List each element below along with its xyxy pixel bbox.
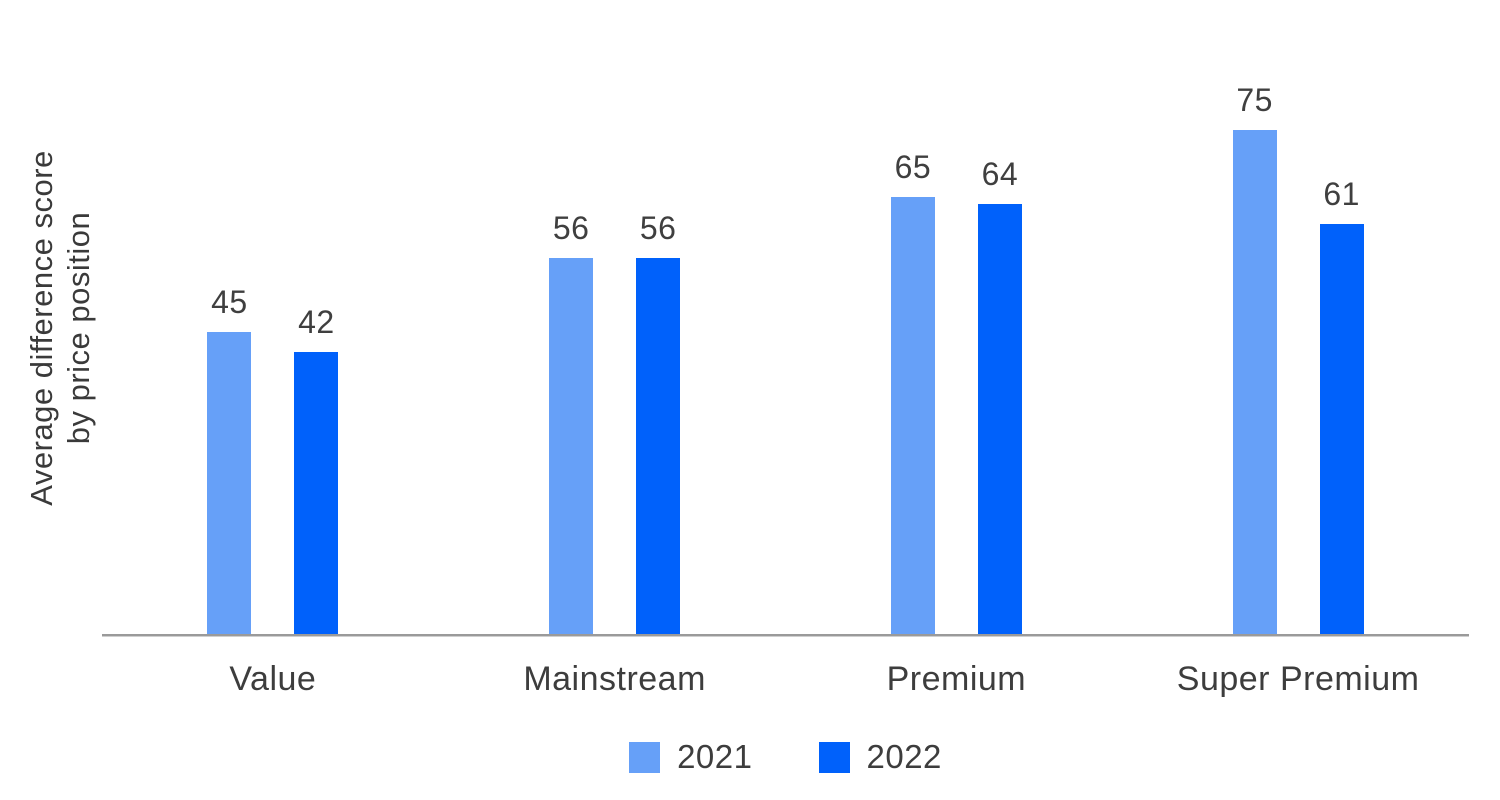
x-axis-label-mainstream: Mainstream	[523, 660, 706, 698]
legend-label-2022: 2022	[866, 738, 942, 775]
bar-column-2022: 61	[1319, 176, 1364, 635]
legend-item-2021: 2021	[629, 738, 752, 776]
legend-label-2021: 2021	[677, 738, 753, 775]
x-axis-line	[102, 634, 1469, 636]
legend-item-2022: 2022	[818, 738, 942, 776]
bar-value-label: 64	[981, 156, 1019, 193]
x-axis-label-value: Value	[229, 660, 317, 698]
bar-2021-value	[207, 332, 252, 635]
bar-group-super-premium: 75 61	[1127, 0, 1469, 635]
bar-2021-premium	[890, 197, 935, 635]
bar-value-label: 45	[211, 284, 248, 321]
bar-value-label: 65	[894, 149, 932, 186]
bar-column-2021: 65	[890, 149, 935, 635]
x-axis-labels: Value Mainstream Premium Super Premium	[102, 636, 1469, 699]
bar-value-label: 42	[298, 304, 335, 341]
bar-2022-premium	[977, 204, 1022, 635]
bar-group-mainstream: 56 56	[444, 0, 786, 635]
x-axis-label-premium: Premium	[886, 660, 1027, 698]
bar-2022-mainstream	[636, 258, 681, 635]
legend-swatch-2022	[818, 741, 850, 773]
legend-swatch-2021	[629, 741, 661, 773]
bar-column-2021: 56	[549, 210, 594, 635]
bar-value-label: 56	[639, 210, 677, 247]
bar-column-2022: 56	[636, 210, 681, 635]
bar-2021-super-premium	[1232, 130, 1277, 635]
bar-column-2021: 75	[1232, 82, 1277, 635]
bar-2022-value	[294, 352, 339, 635]
y-axis-title-line-1: Average difference score	[24, 150, 59, 506]
bar-2022-super-premium	[1319, 224, 1364, 635]
bar-value-label: 75	[1236, 82, 1273, 119]
bar-value-label: 56	[552, 210, 590, 247]
y-axis-title: Average difference score by price positi…	[23, 150, 97, 506]
y-axis-title-line-2: by price position	[61, 211, 96, 445]
bar-column-2021: 45	[207, 284, 252, 635]
bar-group-value: 45 42	[102, 0, 444, 635]
bar-2021-mainstream	[549, 258, 594, 635]
bar-column-2022: 42	[294, 304, 339, 635]
bar-group-premium: 65 64	[786, 0, 1128, 635]
plot-area: 45 42 56 56 65 64 75 61	[102, 0, 1469, 635]
x-axis-label-super-premium: Super Premium	[1176, 660, 1420, 698]
bar-column-2022: 64	[977, 156, 1022, 635]
legend: 2021 2022	[102, 738, 1469, 776]
bar-value-label: 61	[1323, 176, 1360, 213]
